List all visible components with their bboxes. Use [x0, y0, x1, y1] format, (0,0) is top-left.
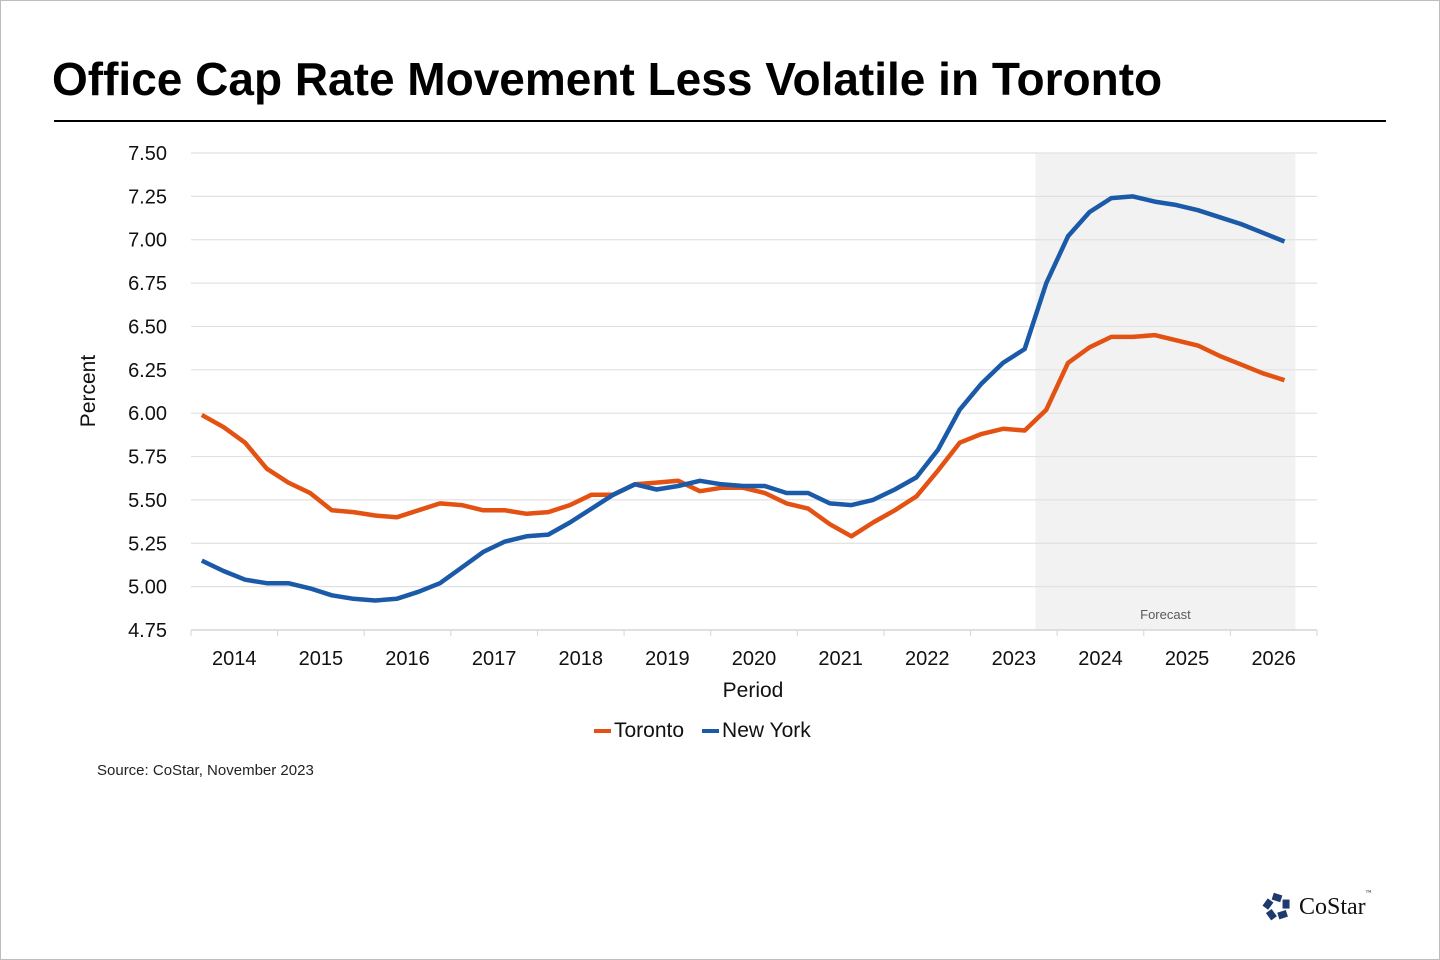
y-tick-label: 5.50 [128, 490, 167, 512]
x-tick-label: 2020 [732, 648, 777, 670]
x-tick-label: 2021 [818, 648, 863, 670]
x-tick-label: 2025 [1165, 648, 1210, 670]
source-note: Source: CoStar, November 2023 [97, 762, 314, 779]
x-tick-label: 2015 [299, 648, 344, 670]
legend-swatch-new-york [702, 729, 720, 733]
logo-star-segment [1277, 909, 1288, 920]
x-tick-label: 2014 [212, 648, 257, 670]
legend: Toronto New York [594, 719, 829, 743]
y-tick-label: 6.00 [128, 403, 167, 425]
y-tick-label: 7.25 [128, 186, 167, 208]
title-divider [54, 120, 1386, 122]
x-tick-label: 2018 [559, 648, 604, 670]
legend-label-toronto: Toronto [614, 719, 685, 742]
legend-swatch-toronto [594, 729, 611, 733]
y-tick-label: 5.75 [128, 447, 167, 469]
x-tick-label: 2023 [992, 648, 1037, 670]
x-tick-label: 2017 [472, 648, 517, 670]
logo-star-segment [1265, 908, 1277, 921]
x-tick-label: 2022 [905, 648, 950, 670]
y-tick-label: 5.00 [128, 577, 167, 599]
y-tick-label: 6.75 [128, 273, 167, 295]
x-tick-label: 2016 [385, 648, 430, 670]
logo-star-segment [1271, 892, 1283, 903]
y-axis-label: Percent [77, 355, 100, 428]
logo-wordmark: CoStar™ [1299, 889, 1372, 920]
legend-label-new-york: New York [722, 719, 811, 742]
x-tick-label: 2019 [645, 648, 690, 670]
y-tick-label: 6.50 [128, 316, 167, 338]
logo-star-segment [1262, 898, 1274, 910]
y-tick-label: 5.25 [128, 533, 167, 555]
forecast-label: Forecast [1140, 607, 1191, 622]
logo-star-segment [1282, 899, 1290, 909]
y-tick-label: 7.00 [128, 230, 167, 252]
legend-item-toronto[interactable]: Toronto [594, 719, 684, 743]
legend-item-new-york[interactable]: New York [702, 719, 811, 743]
y-tick-label: 6.25 [128, 360, 167, 382]
y-tick-label: 4.75 [128, 620, 167, 642]
costar-star-icon [1262, 892, 1290, 921]
y-tick-label: 7.50 [128, 143, 167, 165]
x-axis-label: Period [723, 679, 784, 702]
forecast-region [1035, 153, 1296, 630]
chart-title: Office Cap Rate Movement Less Volatile i… [52, 53, 1163, 105]
x-tick-label: 2024 [1078, 648, 1123, 670]
x-tick-label: 2026 [1251, 648, 1296, 670]
costar-logo: CoStar™ [1261, 889, 1372, 922]
